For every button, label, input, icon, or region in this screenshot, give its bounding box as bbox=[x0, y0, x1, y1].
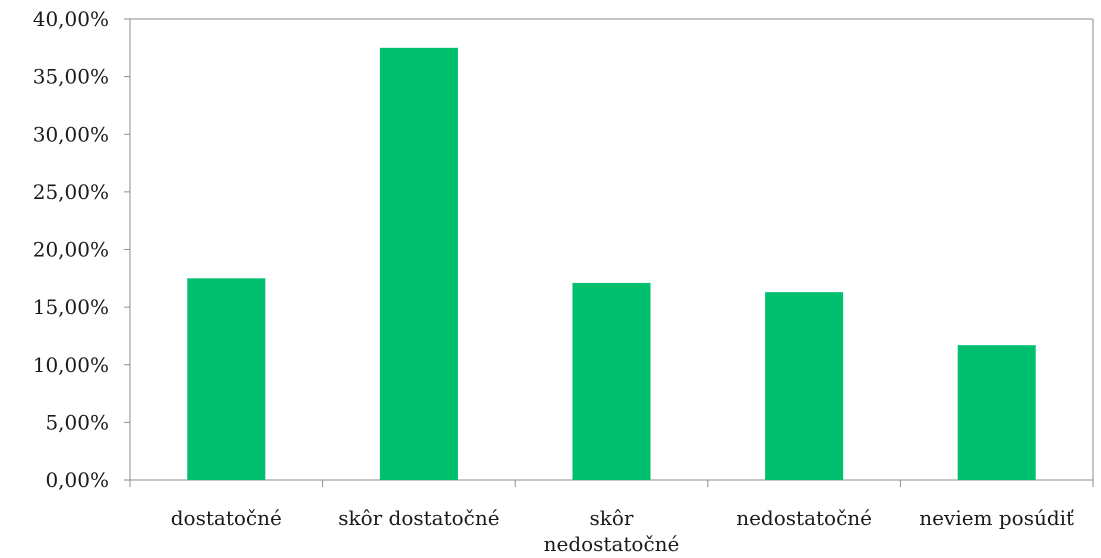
bar bbox=[187, 278, 266, 480]
x-tick-label-line: skôr bbox=[590, 506, 634, 530]
x-tick-label-line: nedostatočné bbox=[544, 532, 680, 553]
bars bbox=[187, 47, 1036, 480]
x-tick-label: skôr nedostatočné bbox=[544, 506, 680, 553]
y-tick-label: 30,00% bbox=[33, 122, 109, 146]
y-tick-label: 20,00% bbox=[33, 238, 109, 262]
y-tick-label: 25,00% bbox=[33, 180, 109, 204]
x-axis-tick-labels: dostatočné skôr dostatočné skôr nedostatočn… bbox=[171, 506, 1074, 556]
x-tick-label-line: dostatočné bbox=[171, 506, 282, 530]
y-tick-label: 35,00% bbox=[33, 65, 109, 89]
x-tick-label: skôr dostatočné bbox=[338, 506, 499, 530]
x-tick-label: nedostatočné bbox=[736, 506, 872, 530]
y-tick-label: 15,00% bbox=[33, 295, 109, 319]
x-tick-label: dostatočné bbox=[171, 506, 282, 530]
x-tick-label-line: nedostatočné bbox=[736, 506, 872, 530]
x-tick-label: neviem posúdiť bbox=[919, 506, 1074, 530]
bar bbox=[379, 47, 458, 480]
y-axis-tick-labels: 0,00% 5,00% 10,00% 15,00% 20,00% 25,00% 30,00%… bbox=[33, 7, 109, 492]
x-tick-label-line: neviem posúdiť bbox=[919, 506, 1074, 530]
bar bbox=[765, 292, 844, 480]
y-tick-label: 0,00% bbox=[45, 468, 109, 492]
bar bbox=[572, 282, 651, 480]
y-tick-label: 5,00% bbox=[45, 410, 109, 434]
x-tick-label-line: skôr dostatočné bbox=[338, 506, 499, 530]
y-tick-label: 40,00% bbox=[33, 7, 109, 31]
bar bbox=[957, 345, 1036, 480]
y-tick-label: 10,00% bbox=[33, 353, 109, 377]
